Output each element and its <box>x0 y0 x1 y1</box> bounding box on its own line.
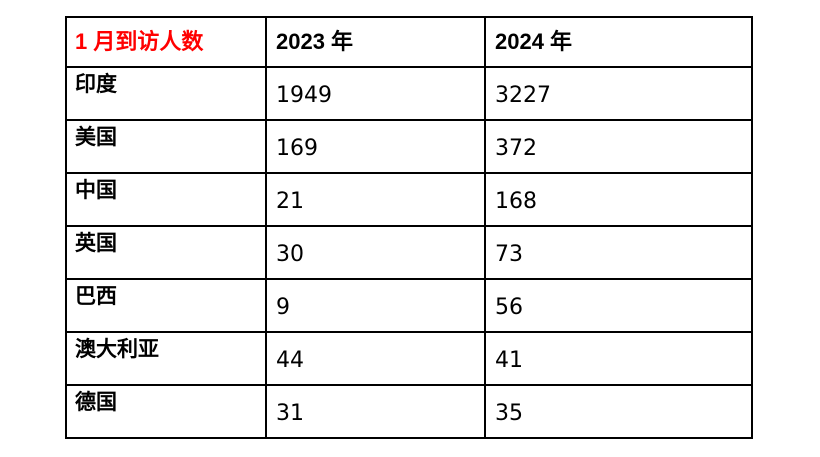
value-2024-cell: 168 <box>484 172 753 227</box>
value-2023-cell: 30 <box>265 225 486 280</box>
value-2024-cell: 73 <box>484 225 753 280</box>
value-2023-cell: 44 <box>265 331 486 386</box>
country-cell: 英国 <box>65 225 267 280</box>
value-2024-cell: 3227 <box>484 66 753 121</box>
table-title-cell: 1 月到访人数 <box>65 16 267 68</box>
table-row-germany: 德国 31 35 <box>65 384 753 439</box>
table-header-row: 1 月到访人数 2023 年 2024 年 <box>65 16 753 68</box>
table-row-uk: 英国 30 73 <box>65 225 753 280</box>
year-2023-header: 2023 年 <box>265 16 486 68</box>
table-row-china: 中国 21 168 <box>65 172 753 227</box>
table-row-brazil: 巴西 9 56 <box>65 278 753 333</box>
country-cell: 中国 <box>65 172 267 227</box>
value-2023-cell: 9 <box>265 278 486 333</box>
value-2023-cell: 21 <box>265 172 486 227</box>
country-cell: 巴西 <box>65 278 267 333</box>
table-row-india: 印度 1949 3227 <box>65 66 753 121</box>
table-row-usa: 美国 169 372 <box>65 119 753 174</box>
country-cell: 印度 <box>65 66 267 121</box>
value-2024-cell: 35 <box>484 384 753 439</box>
value-2023-cell: 31 <box>265 384 486 439</box>
country-cell: 澳大利亚 <box>65 331 267 386</box>
monthly-visitors-table: 1 月到访人数 2023 年 2024 年 印度 1949 3227 美国 16… <box>65 16 753 439</box>
value-2023-cell: 169 <box>265 119 486 174</box>
value-2024-cell: 56 <box>484 278 753 333</box>
year-2024-header: 2024 年 <box>484 16 753 68</box>
value-2023-cell: 1949 <box>265 66 486 121</box>
table-row-australia: 澳大利亚 44 41 <box>65 331 753 386</box>
value-2024-cell: 372 <box>484 119 753 174</box>
country-cell: 美国 <box>65 119 267 174</box>
country-cell: 德国 <box>65 384 267 439</box>
value-2024-cell: 41 <box>484 331 753 386</box>
